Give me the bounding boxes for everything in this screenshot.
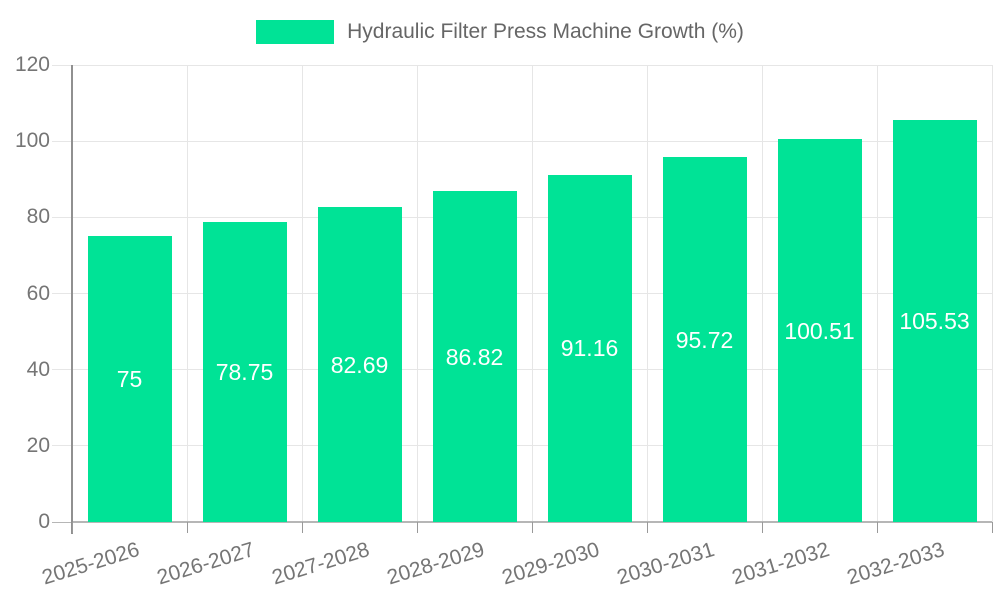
x-axis-tick xyxy=(416,522,418,533)
x-axis-label: 2030-2031 xyxy=(614,538,718,590)
bar[interactable]: 100.51 xyxy=(777,139,862,522)
y-axis-tick-label: 20 xyxy=(26,433,50,457)
x-axis-label: 2028-2029 xyxy=(384,538,488,590)
y-axis-tick xyxy=(52,64,72,66)
x-axis-tick xyxy=(991,522,993,533)
bar[interactable]: 78.75 xyxy=(202,222,287,522)
y-axis-line xyxy=(71,65,73,534)
bar-value-label: 86.82 xyxy=(445,343,504,370)
x-axis-label: 2026-2027 xyxy=(154,538,258,590)
x-axis-tick xyxy=(186,522,188,533)
x-axis-tick xyxy=(301,522,303,533)
legend-item[interactable]: Hydraulic Filter Press Machine Growth (%… xyxy=(0,20,1000,44)
v-gridline xyxy=(876,65,878,522)
y-axis-tick-label: 80 xyxy=(26,205,50,229)
bar-value-label: 75 xyxy=(116,366,143,393)
legend-swatch xyxy=(256,20,335,44)
bar-value-label: 82.69 xyxy=(330,351,389,378)
bar[interactable]: 75 xyxy=(87,236,172,522)
y-axis-tick xyxy=(52,445,72,447)
bar[interactable]: 95.72 xyxy=(662,157,747,522)
y-axis-tick-label: 40 xyxy=(26,357,50,381)
bar[interactable]: 91.16 xyxy=(547,174,632,522)
x-axis-tick xyxy=(531,522,533,533)
x-axis-label: 2031-2032 xyxy=(729,538,833,590)
x-axis-label: 2027-2028 xyxy=(269,538,373,590)
x-axis-tick xyxy=(646,522,648,533)
y-axis-tick-label: 100 xyxy=(14,129,50,153)
x-axis-label: 2025-2026 xyxy=(39,538,143,590)
bar-value-label: 105.53 xyxy=(899,308,970,335)
bar[interactable]: 105.53 xyxy=(892,120,977,522)
v-gridline xyxy=(531,65,533,522)
v-gridline xyxy=(761,65,763,522)
bar[interactable]: 82.69 xyxy=(317,207,402,522)
v-gridline xyxy=(646,65,648,522)
x-axis-tick xyxy=(761,522,763,533)
y-axis-tick xyxy=(52,521,72,523)
v-gridline xyxy=(301,65,303,522)
y-axis-tick-label: 0 xyxy=(38,510,50,533)
x-axis-label: 2032-2033 xyxy=(844,538,948,590)
bar-value-label: 78.75 xyxy=(215,359,274,386)
bar[interactable]: 86.82 xyxy=(432,191,517,522)
y-axis-tick xyxy=(52,216,72,218)
legend-label: Hydraulic Filter Press Machine Growth (%… xyxy=(347,20,744,43)
x-axis-tick xyxy=(71,522,73,533)
v-gridline xyxy=(416,65,418,522)
bar-value-label: 95.72 xyxy=(675,326,734,353)
y-axis-tick xyxy=(52,293,72,294)
v-gridline xyxy=(186,65,188,522)
x-axis-tick xyxy=(876,522,878,533)
x-axis-label: 2029-2030 xyxy=(499,538,603,590)
y-axis-tick-label: 60 xyxy=(26,281,50,305)
y-axis-tick xyxy=(52,140,72,142)
bar-value-label: 100.51 xyxy=(784,317,855,344)
v-gridline xyxy=(991,65,993,522)
bar-value-label: 91.16 xyxy=(560,335,619,362)
y-axis-tick-label: 120 xyxy=(14,53,50,76)
y-axis-tick xyxy=(52,369,72,371)
